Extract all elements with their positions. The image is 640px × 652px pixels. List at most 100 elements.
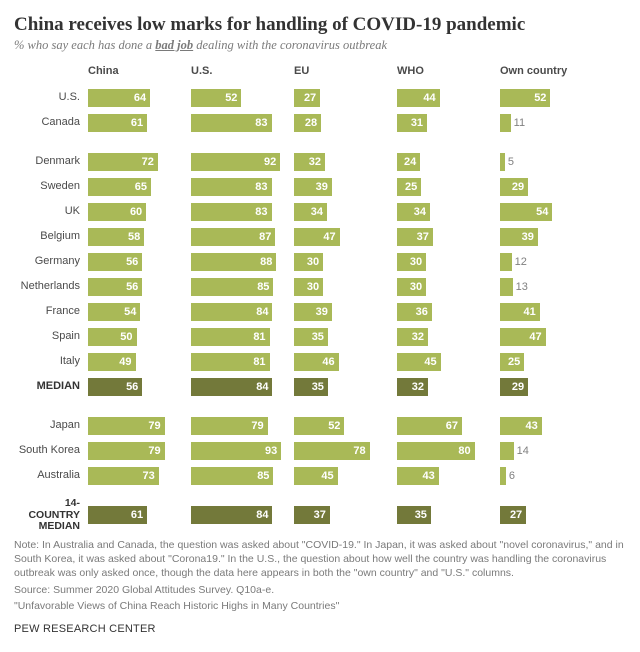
bar: 35	[294, 328, 328, 346]
data-row: Belgium5887473739	[14, 226, 626, 248]
bar-value: 81	[253, 328, 265, 346]
bar: 83	[191, 203, 272, 221]
bar: 39	[294, 303, 332, 321]
bar-value: 92	[264, 153, 276, 171]
bar-cell: 83	[191, 114, 294, 132]
bar-cell: 45	[397, 353, 500, 371]
bar-value: 39	[522, 228, 534, 246]
bar-cell: 50	[88, 328, 191, 346]
bar-cell: 54	[500, 203, 603, 221]
bar-cell: 84	[191, 378, 294, 396]
bar-value: 37	[314, 506, 326, 524]
bar-value: 83	[255, 178, 267, 196]
bar-chart: China U.S. EU WHO Own country U.S.645227…	[14, 65, 626, 526]
bar-value: 5	[508, 153, 514, 171]
bar: 84	[191, 378, 272, 396]
data-row: Denmark729232245	[14, 151, 626, 173]
bar-value: 93	[265, 442, 277, 460]
bar: 84	[191, 303, 272, 321]
bar: 93	[191, 442, 281, 460]
bar-value: 80	[458, 442, 470, 460]
bar: 30	[294, 278, 323, 296]
bar: 85	[191, 278, 273, 296]
bar-value: 49	[119, 353, 131, 371]
bar-cell: 88	[191, 253, 294, 271]
bar: 92	[191, 153, 280, 171]
chart-subtitle: % who say each has done a bad job dealin…	[14, 38, 626, 53]
bar-cell: 35	[397, 506, 500, 524]
bar-value: 61	[131, 506, 143, 524]
bar-value: 72	[142, 153, 154, 171]
bar-value: 81	[253, 353, 265, 371]
bar-value: 28	[305, 114, 317, 132]
bar-value: 30	[410, 278, 422, 296]
bar-cell: 92	[191, 153, 294, 171]
bar: 56	[88, 278, 142, 296]
bar: 49	[88, 353, 136, 371]
brand-attribution: PEW RESEARCH CENTER	[14, 623, 626, 635]
bar: 41	[500, 303, 540, 321]
bar-value: 84	[256, 506, 268, 524]
bar: 32	[397, 378, 428, 396]
bar-cell: 61	[88, 114, 191, 132]
bar-cell: 35	[294, 378, 397, 396]
bar-value: 12	[515, 253, 527, 271]
data-row: Italy4981464525	[14, 351, 626, 373]
bar-value: 35	[415, 506, 427, 524]
bar-value: 56	[126, 253, 138, 271]
bar-value: 54	[536, 203, 548, 221]
data-row: Spain5081353247	[14, 326, 626, 348]
bar-value: 83	[255, 203, 267, 221]
bar: 81	[191, 353, 270, 371]
bar-value: 85	[257, 467, 269, 485]
data-row: Netherlands5685303013	[14, 276, 626, 298]
data-row: UK6083343454	[14, 201, 626, 223]
data-row: Australia738545436	[14, 465, 626, 487]
bar-value: 39	[316, 178, 328, 196]
bar-cell: 27	[500, 506, 603, 524]
bar-cell: 31	[397, 114, 500, 132]
bar-cell: 41	[500, 303, 603, 321]
bar: 39	[294, 178, 332, 196]
bar: 39	[500, 228, 538, 246]
note-line: "Unfavorable Views of China Reach Histor…	[14, 599, 626, 613]
row-label: Italy	[14, 356, 88, 368]
bar: 52	[294, 417, 344, 435]
bar-cell: 64	[88, 89, 191, 107]
bar-cell: 56	[88, 378, 191, 396]
bar-value: 32	[412, 328, 424, 346]
note-line: Source: Summer 2020 Global Attitudes Sur…	[14, 583, 626, 597]
bar-value: 34	[311, 203, 323, 221]
bar-cell: 49	[88, 353, 191, 371]
bar-cell: 27	[294, 89, 397, 107]
bar: 56	[88, 253, 142, 271]
bar	[500, 442, 514, 460]
bar: 85	[191, 467, 273, 485]
data-row: South Korea7993788014	[14, 440, 626, 462]
bar-cell: 29	[500, 378, 603, 396]
bar-value: 29	[512, 378, 524, 396]
bar-cell: 39	[500, 228, 603, 246]
row-label: Netherlands	[14, 281, 88, 293]
bar-cell: 54	[88, 303, 191, 321]
bar-value: 32	[412, 378, 424, 396]
bar	[500, 467, 506, 485]
row-label: Japan	[14, 420, 88, 432]
chart-title: China receives low marks for handling of…	[14, 14, 626, 36]
bar: 64	[88, 89, 150, 107]
bar-value: 52	[328, 417, 340, 435]
bar-value: 65	[135, 178, 147, 196]
bar-cell: 24	[397, 153, 500, 171]
bar-value: 11	[514, 114, 525, 132]
bar-value: 79	[148, 442, 160, 460]
bar: 79	[88, 417, 165, 435]
row-label: South Korea	[14, 445, 88, 457]
bar-cell: 30	[397, 278, 500, 296]
bar-value: 79	[251, 417, 263, 435]
bar-cell: 65	[88, 178, 191, 196]
bar-cell: 52	[191, 89, 294, 107]
bar-cell: 61	[88, 506, 191, 524]
bar	[500, 153, 505, 171]
bar-value: 29	[512, 178, 524, 196]
bar-value: 87	[259, 228, 271, 246]
